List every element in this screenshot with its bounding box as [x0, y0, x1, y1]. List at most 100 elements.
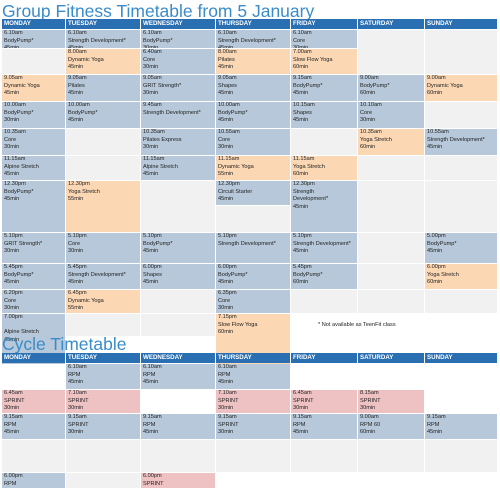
class-detail: 45min	[4, 90, 20, 97]
class-time: 8.15am	[360, 390, 379, 396]
empty-slot	[291, 364, 357, 389]
class-slot: 10.15am Shapes 45min	[291, 102, 357, 128]
class-time: 10.00am	[4, 102, 26, 108]
class-time: 10.35am	[4, 129, 26, 135]
class-slot: 9.05am GRIT Strength* 30min	[141, 75, 215, 101]
class-detail: 45min	[293, 117, 309, 124]
empty-slot	[425, 364, 497, 389]
class-slot: 6.20pm Core 30min	[2, 290, 65, 313]
empty-slot	[425, 440, 497, 472]
class-detail: Alpine Stretch	[4, 163, 39, 170]
class-detail: 30min	[218, 144, 234, 151]
class-slot: 10.00am BodyPump* 45min	[216, 102, 290, 128]
class-detail: RPM	[143, 421, 156, 428]
class-slot: 9.15am RPM 45min	[291, 414, 357, 439]
class-time: 6.45am	[4, 390, 23, 396]
class-time: 7.00pm	[4, 314, 23, 320]
class-slot: 10.10am Core 30min	[358, 102, 424, 128]
class-time: 10.00am	[218, 102, 240, 108]
empty-slot	[358, 364, 424, 389]
class-detail: 45min	[293, 248, 309, 255]
class-detail: 30min	[68, 429, 84, 436]
class-slot: 7.10am SPRINT 30min	[216, 390, 290, 413]
empty-slot	[66, 314, 140, 336]
class-detail: 45min	[4, 429, 20, 436]
day-header-friday: FRIDAY	[291, 353, 357, 363]
class-detail: 55min	[68, 305, 84, 312]
class-time: 10.55am	[218, 129, 240, 135]
class-detail: Strength Development*	[68, 37, 126, 44]
empty-slot	[141, 440, 215, 472]
class-detail: Pilates	[68, 82, 85, 89]
class-time: 9.15am	[143, 414, 162, 420]
empty-slot	[358, 156, 424, 180]
class-slot: 9.15am BodyPump* 45min	[291, 75, 357, 101]
class-time: 6.45pm	[68, 290, 87, 296]
class-detail: 45min	[143, 379, 159, 386]
class-detail: 60min	[293, 171, 309, 178]
class-slot: 5.10pm Strength Development*	[216, 233, 290, 263]
empty-slot	[66, 440, 140, 472]
class-time: 5.10pm	[68, 233, 87, 239]
class-time: 6.10am	[143, 364, 162, 370]
empty-slot	[425, 181, 497, 232]
empty-slot	[291, 473, 357, 488]
class-time: 9.05am	[143, 75, 162, 81]
class-detail: 60min	[360, 90, 376, 97]
class-time: 12.30pm	[293, 181, 315, 187]
class-slot: 9.15am RPM 45min	[425, 414, 497, 439]
empty-slot	[291, 129, 357, 155]
class-slot: 10.00am BodyPump* 45min	[66, 102, 140, 128]
class-detail: 30min	[4, 248, 20, 255]
class-detail: Strength Development*	[427, 136, 485, 143]
class-slot: 9.00am BodyPump* 60min	[358, 75, 424, 101]
class-time: 10.15am	[293, 102, 315, 108]
class-detail: BodyPump*	[360, 82, 390, 89]
class-detail: Alpine Stretch	[4, 329, 39, 336]
class-slot: 9.05am Pilates 45min	[66, 75, 140, 101]
class-time: 6.10am	[68, 364, 87, 370]
class-time: 6.00pm	[143, 264, 162, 270]
class-detail: RPM	[4, 421, 17, 428]
class-detail: BodyPump*	[218, 271, 248, 278]
empty-slot	[216, 206, 290, 232]
class-detail: 30min	[218, 305, 234, 312]
class-detail: 45min	[68, 64, 84, 71]
empty-slot	[358, 181, 424, 232]
class-detail: Strength Development*	[143, 109, 201, 116]
day-header-friday: FRIDAY	[291, 19, 357, 29]
class-detail: 60min	[427, 279, 443, 286]
class-slot: 5.10pm Strength Development* 45min	[291, 233, 357, 263]
class-slot: 9.15am RPM 45min	[2, 414, 65, 439]
class-time: 12.30pm	[68, 181, 90, 187]
class-slot: 7.00am Slow Flow Yoga 60min	[291, 49, 357, 74]
class-detail: Core	[4, 297, 17, 304]
class-detail: Yoga Stretch	[360, 136, 392, 143]
class-detail: 45min	[293, 203, 309, 210]
empty-slot	[141, 314, 215, 336]
class-time: 10.00am	[68, 102, 90, 108]
class-detail: Core	[4, 136, 17, 143]
class-slot: 9.15am SPRINT 30min	[66, 414, 140, 439]
class-detail: BodyPump*	[4, 37, 34, 44]
class-detail: BodyPump*	[427, 240, 457, 247]
class-detail: 45min	[293, 429, 309, 436]
class-time: 9.15am	[4, 414, 23, 420]
class-slot: 10.00am BodyPump* 30min	[2, 102, 65, 128]
class-detail: Core	[218, 136, 231, 143]
class-detail: 45min	[218, 279, 234, 286]
class-slot: 6.10am RPM 45min	[216, 364, 290, 389]
day-header-tuesday: TUESDAY	[66, 19, 140, 29]
empty-slot	[425, 156, 497, 180]
class-slot: 5.10pm GRIT Strength* 30min	[2, 233, 65, 263]
day-header-thursday: THURSDAY	[216, 353, 290, 363]
class-detail: 45min	[218, 196, 234, 203]
class-slot: 6.10am RPM 45min	[66, 364, 140, 389]
class-detail: 60min	[293, 64, 309, 71]
empty-slot	[425, 102, 497, 128]
class-slot: 9.00am Dynamic Yoga 60min	[425, 75, 497, 101]
class-detail: SPRINT	[218, 397, 239, 404]
class-time: 12.30pm	[218, 181, 240, 187]
class-time: 6.10am	[68, 30, 87, 36]
class-detail: 45min	[427, 248, 443, 255]
